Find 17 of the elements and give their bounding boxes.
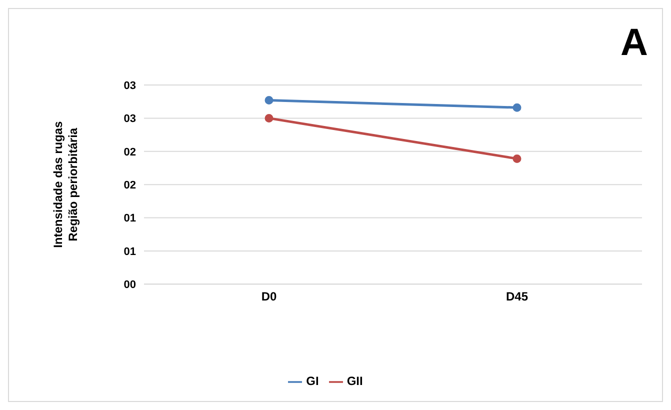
y-tick-label: 01 <box>124 246 136 258</box>
legend-label: GII <box>346 374 363 388</box>
x-tick-label: D45 <box>506 290 528 304</box>
chart-title: A <box>620 22 648 64</box>
y-tick-label: 03 <box>124 113 136 126</box>
point <box>512 154 522 163</box>
y-tick-label: 02 <box>124 146 136 158</box>
y-tick-label: 02 <box>124 179 136 192</box>
y-tick-label: 01 <box>124 212 136 225</box>
point <box>512 103 522 112</box>
y-axis-title: Intensidade das rugas Região periorbitária <box>51 120 80 248</box>
y-tick-label: 03 <box>124 80 136 92</box>
point <box>264 114 274 122</box>
y-tick-label: 00 <box>124 279 136 292</box>
legend-label: GI <box>306 374 319 388</box>
point <box>264 96 274 105</box>
x-tick-label: D0 <box>261 290 277 304</box>
